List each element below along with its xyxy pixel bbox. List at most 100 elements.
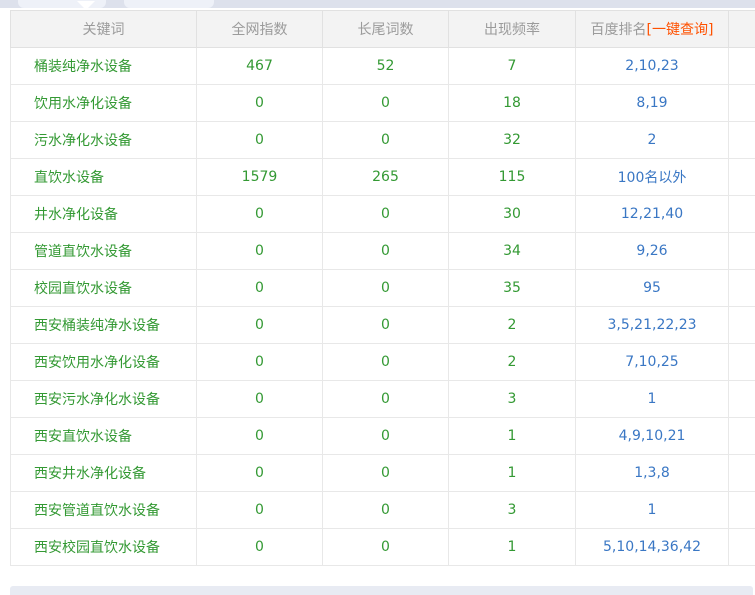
longtail-count-cell: 0 bbox=[322, 417, 449, 455]
table-row: 直饮水设备 1579 265 115 100名以外 bbox=[10, 158, 755, 196]
baidu-rank-cell[interactable]: 3,5,21,22,23 bbox=[575, 306, 729, 344]
table-row: 管道直饮水设备 0 0 34 9,26 bbox=[10, 232, 755, 270]
longtail-count-cell: 0 bbox=[322, 343, 449, 381]
longtail-count-cell: 265 bbox=[322, 158, 449, 196]
table-row: 西安桶装纯净水设备 0 0 2 3,5,21,22,23 bbox=[10, 306, 755, 344]
frequency-cell: 1 bbox=[448, 528, 576, 566]
extra-cell bbox=[728, 158, 755, 196]
frequency-cell: 1 bbox=[448, 417, 576, 455]
keyword-cell[interactable]: 井水净化设备 bbox=[10, 195, 197, 233]
network-index-cell: 0 bbox=[196, 121, 323, 159]
network-index-cell: 0 bbox=[196, 343, 323, 381]
baidu-rank-cell[interactable]: 95 bbox=[575, 269, 729, 307]
tab-inactive[interactable] bbox=[124, 0, 214, 8]
extra-cell bbox=[728, 84, 755, 122]
extra-cell bbox=[728, 232, 755, 270]
frequency-cell: 1 bbox=[448, 454, 576, 492]
table-row: 西安饮用水净化设备 0 0 2 7,10,25 bbox=[10, 343, 755, 381]
baidu-rank-cell[interactable]: 1 bbox=[575, 491, 729, 529]
table-row: 饮用水净化设备 0 0 18 8,19 bbox=[10, 84, 755, 122]
longtail-count-cell: 0 bbox=[322, 121, 449, 159]
active-tab-arrow-icon bbox=[77, 1, 95, 10]
longtail-count-cell: 0 bbox=[322, 306, 449, 344]
table-row: 西安井水净化设备 0 0 1 1,3,8 bbox=[10, 454, 755, 492]
table-row: 桶装纯净水设备 467 52 7 2,10,23 bbox=[10, 47, 755, 85]
extra-cell bbox=[728, 121, 755, 159]
keyword-cell[interactable]: 西安校园直饮水设备 bbox=[10, 528, 197, 566]
table-row: 西安直饮水设备 0 0 1 4,9,10,21 bbox=[10, 417, 755, 455]
keyword-cell[interactable]: 污水净化水设备 bbox=[10, 121, 197, 159]
network-index-cell: 0 bbox=[196, 454, 323, 492]
frequency-cell: 35 bbox=[448, 269, 576, 307]
baidu-rank-cell[interactable]: 2 bbox=[575, 121, 729, 159]
baidu-rank-cell[interactable]: 12,21,40 bbox=[575, 195, 729, 233]
frequency-cell: 32 bbox=[448, 121, 576, 159]
keyword-cell[interactable]: 桶装纯净水设备 bbox=[10, 47, 197, 85]
header-longtail-count: 长尾词数 bbox=[322, 10, 449, 48]
extra-cell bbox=[728, 491, 755, 529]
keyword-cell[interactable]: 西安桶装纯净水设备 bbox=[10, 306, 197, 344]
network-index-cell: 0 bbox=[196, 195, 323, 233]
top-tab-strip bbox=[0, 0, 755, 10]
network-index-cell: 467 bbox=[196, 47, 323, 85]
baidu-rank-cell[interactable]: 1 bbox=[575, 380, 729, 418]
network-index-cell: 0 bbox=[196, 528, 323, 566]
keyword-cell[interactable]: 西安直饮水设备 bbox=[10, 417, 197, 455]
extra-cell bbox=[728, 306, 755, 344]
longtail-count-cell: 0 bbox=[322, 84, 449, 122]
one-click-query-link[interactable]: [一键查询] bbox=[646, 22, 714, 38]
network-index-cell: 0 bbox=[196, 232, 323, 270]
table-row: 西安管道直饮水设备 0 0 3 1 bbox=[10, 491, 755, 529]
keyword-cell[interactable]: 西安管道直饮水设备 bbox=[10, 491, 197, 529]
extra-cell bbox=[728, 47, 755, 85]
baidu-rank-cell[interactable]: 2,10,23 bbox=[575, 47, 729, 85]
baidu-rank-cell[interactable]: 8,19 bbox=[575, 84, 729, 122]
keyword-cell[interactable]: 西安饮用水净化设备 bbox=[10, 343, 197, 381]
frequency-cell: 30 bbox=[448, 195, 576, 233]
tab-active[interactable] bbox=[18, 0, 106, 8]
keyword-cell[interactable]: 校园直饮水设备 bbox=[10, 269, 197, 307]
network-index-cell: 0 bbox=[196, 491, 323, 529]
longtail-count-cell: 0 bbox=[322, 491, 449, 529]
longtail-count-cell: 0 bbox=[322, 528, 449, 566]
header-extra-column bbox=[728, 10, 755, 48]
baidu-rank-cell[interactable]: 100名以外 bbox=[575, 158, 729, 196]
extra-cell bbox=[728, 417, 755, 455]
header-keyword: 关键词 bbox=[10, 10, 197, 48]
network-index-cell: 0 bbox=[196, 380, 323, 418]
table-row: 井水净化设备 0 0 30 12,21,40 bbox=[10, 195, 755, 233]
table-body: 桶装纯净水设备 467 52 7 2,10,23 饮用水净化设备 0 0 18 … bbox=[10, 47, 755, 566]
network-index-cell: 0 bbox=[196, 269, 323, 307]
header-baidu-rank: 百度排名[一键查询] bbox=[575, 10, 729, 48]
network-index-cell: 1579 bbox=[196, 158, 323, 196]
bottom-panel-edge bbox=[10, 586, 753, 595]
keyword-cell[interactable]: 直饮水设备 bbox=[10, 158, 197, 196]
baidu-rank-cell[interactable]: 1,3,8 bbox=[575, 454, 729, 492]
longtail-count-cell: 0 bbox=[322, 380, 449, 418]
table-row: 校园直饮水设备 0 0 35 95 bbox=[10, 269, 755, 307]
keyword-cell[interactable]: 西安污水净化水设备 bbox=[10, 380, 197, 418]
table-header-row: 关键词 全网指数 长尾词数 出现频率 百度排名[一键查询] bbox=[10, 10, 755, 48]
extra-cell bbox=[728, 195, 755, 233]
header-network-index: 全网指数 bbox=[196, 10, 323, 48]
frequency-cell: 2 bbox=[448, 343, 576, 381]
longtail-count-cell: 0 bbox=[322, 232, 449, 270]
frequency-cell: 18 bbox=[448, 84, 576, 122]
frequency-cell: 115 bbox=[448, 158, 576, 196]
keyword-cell[interactable]: 西安井水净化设备 bbox=[10, 454, 197, 492]
keyword-cell[interactable]: 管道直饮水设备 bbox=[10, 232, 197, 270]
extra-cell bbox=[728, 269, 755, 307]
frequency-cell: 7 bbox=[448, 47, 576, 85]
longtail-count-cell: 0 bbox=[322, 195, 449, 233]
network-index-cell: 0 bbox=[196, 417, 323, 455]
extra-cell bbox=[728, 528, 755, 566]
baidu-rank-cell[interactable]: 4,9,10,21 bbox=[575, 417, 729, 455]
table-row: 污水净化水设备 0 0 32 2 bbox=[10, 121, 755, 159]
baidu-rank-cell[interactable]: 9,26 bbox=[575, 232, 729, 270]
longtail-count-cell: 0 bbox=[322, 269, 449, 307]
keyword-cell[interactable]: 饮用水净化设备 bbox=[10, 84, 197, 122]
network-index-cell: 0 bbox=[196, 84, 323, 122]
longtail-count-cell: 0 bbox=[322, 454, 449, 492]
baidu-rank-cell[interactable]: 7,10,25 bbox=[575, 343, 729, 381]
baidu-rank-cell[interactable]: 5,10,14,36,42 bbox=[575, 528, 729, 566]
